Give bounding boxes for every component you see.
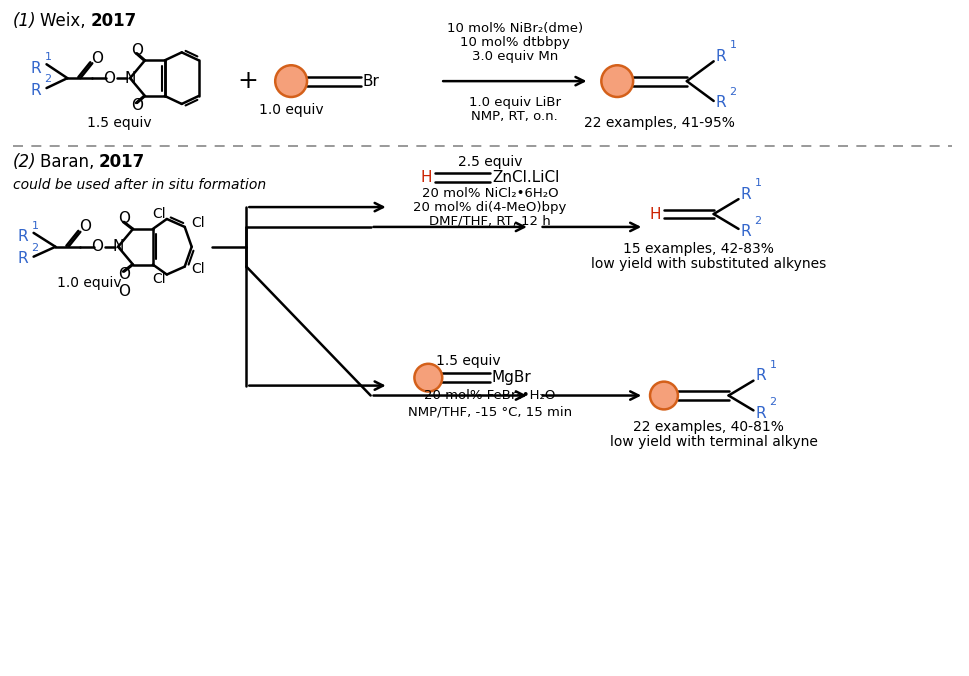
- Text: 22 examples, 40-81%: 22 examples, 40-81%: [634, 420, 784, 434]
- Text: 2: 2: [32, 243, 39, 253]
- Text: O: O: [118, 285, 130, 299]
- Text: 2017: 2017: [90, 11, 137, 30]
- Text: O: O: [118, 267, 130, 282]
- Text: (1): (1): [13, 11, 37, 30]
- Text: 1.0 equiv: 1.0 equiv: [57, 276, 122, 291]
- Text: R: R: [31, 61, 42, 76]
- Text: 20 mol% FeBr₂•H₂O: 20 mol% FeBr₂•H₂O: [424, 389, 555, 402]
- Text: DMF/THF, RT, 12 h: DMF/THF, RT, 12 h: [429, 214, 550, 227]
- Text: low yield with substituted alkynes: low yield with substituted alkynes: [591, 257, 827, 270]
- Text: 1: 1: [755, 178, 762, 188]
- Text: NMP/THF, -15 °C, 15 min: NMP/THF, -15 °C, 15 min: [408, 406, 572, 419]
- Text: Br: Br: [362, 74, 380, 89]
- Text: 1.0 equiv: 1.0 equiv: [259, 103, 324, 117]
- Text: Weix,: Weix,: [40, 11, 90, 30]
- Text: R: R: [756, 368, 766, 383]
- Text: 1.5 equiv: 1.5 equiv: [87, 116, 152, 130]
- Text: 2: 2: [755, 216, 762, 226]
- Text: 2: 2: [730, 87, 736, 97]
- Text: 10 mol% dtbbpy: 10 mol% dtbbpy: [460, 36, 570, 49]
- Text: 15 examples, 42-83%: 15 examples, 42-83%: [623, 242, 774, 256]
- Circle shape: [415, 364, 442, 391]
- Text: (2): (2): [13, 153, 37, 172]
- Circle shape: [275, 66, 307, 97]
- Text: H: H: [649, 207, 661, 222]
- Text: H: H: [421, 170, 432, 185]
- Text: Cl: Cl: [152, 272, 166, 287]
- Text: N: N: [124, 71, 136, 86]
- Text: R: R: [17, 251, 28, 266]
- Text: O: O: [118, 212, 130, 226]
- Text: could be used after in situ formation: could be used after in situ formation: [13, 178, 266, 192]
- Text: ZnCl.LiCl: ZnCl.LiCl: [492, 170, 559, 185]
- Text: Cl: Cl: [152, 207, 166, 221]
- Text: 2: 2: [45, 74, 51, 84]
- Text: O: O: [131, 99, 143, 114]
- Text: 1.0 equiv LiBr: 1.0 equiv LiBr: [469, 97, 561, 110]
- Text: N: N: [112, 239, 124, 254]
- Text: NMP, RT, o.n.: NMP, RT, o.n.: [472, 110, 558, 123]
- Text: 2.5 equiv: 2.5 equiv: [457, 155, 522, 170]
- Text: 20 mol% NiCl₂•6H₂O: 20 mol% NiCl₂•6H₂O: [422, 187, 558, 199]
- Text: O: O: [79, 220, 91, 235]
- Text: 1.5 equiv: 1.5 equiv: [436, 354, 500, 368]
- Text: Cl: Cl: [192, 262, 205, 276]
- Text: R: R: [31, 82, 42, 97]
- Text: 1: 1: [769, 360, 776, 370]
- Text: +: +: [237, 69, 258, 93]
- Text: O: O: [131, 43, 143, 58]
- Text: R: R: [716, 95, 727, 110]
- Text: O: O: [91, 239, 104, 254]
- Text: 1: 1: [45, 52, 51, 62]
- Text: Cl: Cl: [192, 216, 205, 230]
- Text: 3.0 equiv Mn: 3.0 equiv Mn: [472, 50, 558, 63]
- Text: 22 examples, 41-95%: 22 examples, 41-95%: [583, 116, 735, 130]
- Text: R: R: [756, 406, 766, 421]
- Text: 1: 1: [730, 41, 736, 51]
- Text: Baran,: Baran,: [40, 153, 99, 172]
- Text: 2017: 2017: [98, 153, 144, 172]
- Text: 1: 1: [32, 221, 39, 231]
- Text: O: O: [103, 71, 115, 86]
- Circle shape: [650, 382, 678, 410]
- Text: 20 mol% di(4-MeO)bpy: 20 mol% di(4-MeO)bpy: [414, 201, 567, 214]
- Text: 10 mol% NiBr₂(dme): 10 mol% NiBr₂(dme): [447, 22, 583, 35]
- Text: O: O: [91, 51, 104, 66]
- Text: 2: 2: [769, 397, 776, 408]
- Text: MgBr: MgBr: [492, 370, 532, 385]
- Circle shape: [602, 66, 633, 97]
- Text: low yield with terminal alkyne: low yield with terminal alkyne: [610, 435, 818, 449]
- Text: R: R: [740, 224, 751, 239]
- Text: R: R: [17, 229, 28, 244]
- Text: R: R: [740, 187, 751, 201]
- Text: R: R: [716, 49, 727, 64]
